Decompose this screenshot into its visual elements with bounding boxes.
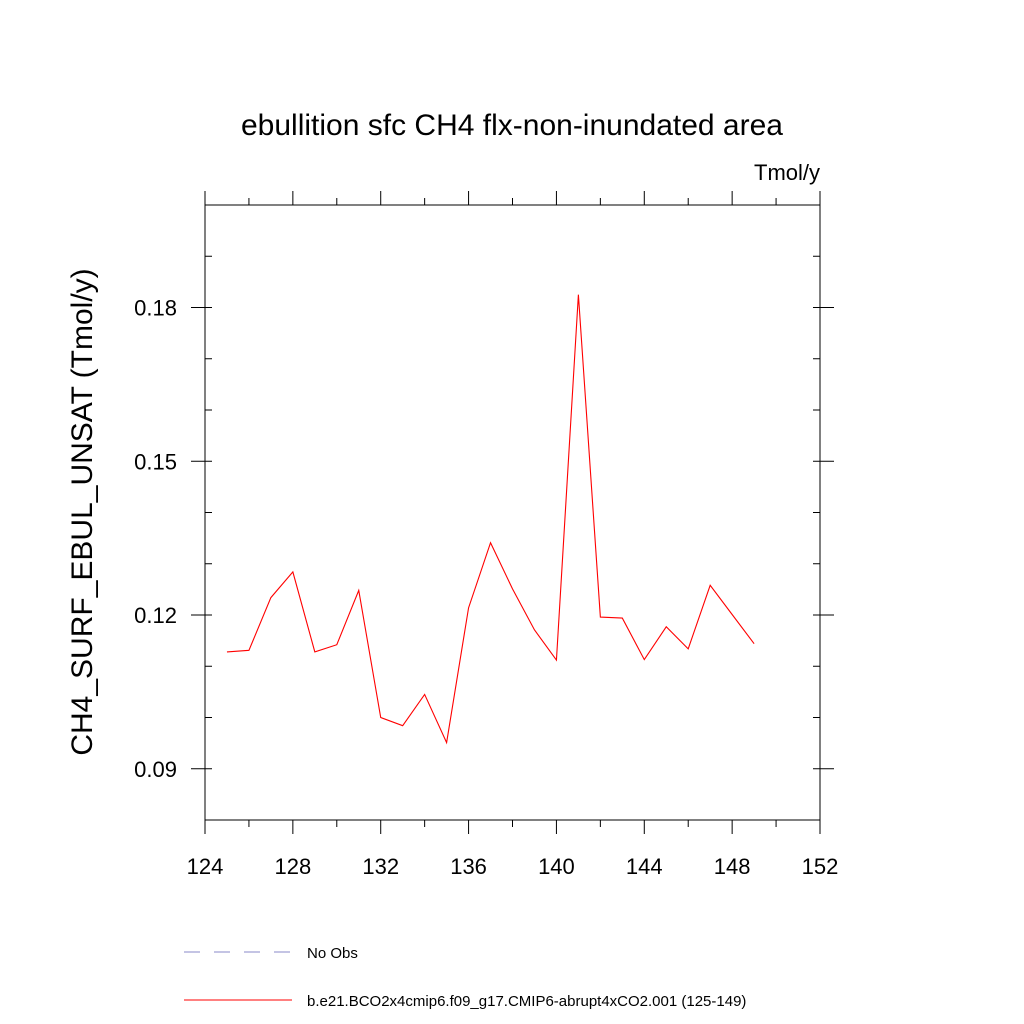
legend-label: b.e21.BCO2x4cmip6.f09_g17.CMIP6-abrupt4x… <box>307 993 746 1010</box>
x-tick-label: 140 <box>538 854 575 879</box>
x-tick-label: 128 <box>274 854 311 879</box>
chart-title: ebullition sfc CH4 flx-non-inundated are… <box>241 109 783 142</box>
x-tick-label: 152 <box>802 854 839 879</box>
legend: No Obs b.e21.BCO2x4cmip6.f09_g17.CMIP6-ab… <box>184 945 746 1010</box>
y-axis-label: CH4_SURF_EBUL_UNSAT (Tmol/y) <box>66 268 99 755</box>
x-tick-label: 124 <box>187 854 224 879</box>
legend-label: No Obs <box>307 945 358 962</box>
x-tick-label: 136 <box>450 854 487 879</box>
y-tick-label: 0.15 <box>134 449 177 474</box>
series-group <box>226 294 755 745</box>
axis-ticks <box>191 191 834 834</box>
y-tick-labels: 0.09 0.12 0.15 0.18 <box>134 296 177 782</box>
y-tick-label: 0.12 <box>134 603 177 628</box>
series-line <box>226 294 755 745</box>
y-tick-label: 0.18 <box>134 296 177 321</box>
plot-frame <box>204 204 821 821</box>
x-tick-label: 144 <box>626 854 663 879</box>
units-label: Tmol/y <box>754 160 820 185</box>
x-tick-labels: 124 128 132 136 140 144 148 152 <box>187 854 839 879</box>
x-tick-label: 132 <box>362 854 399 879</box>
x-tick-label: 148 <box>714 854 751 879</box>
y-tick-label: 0.09 <box>134 757 177 782</box>
